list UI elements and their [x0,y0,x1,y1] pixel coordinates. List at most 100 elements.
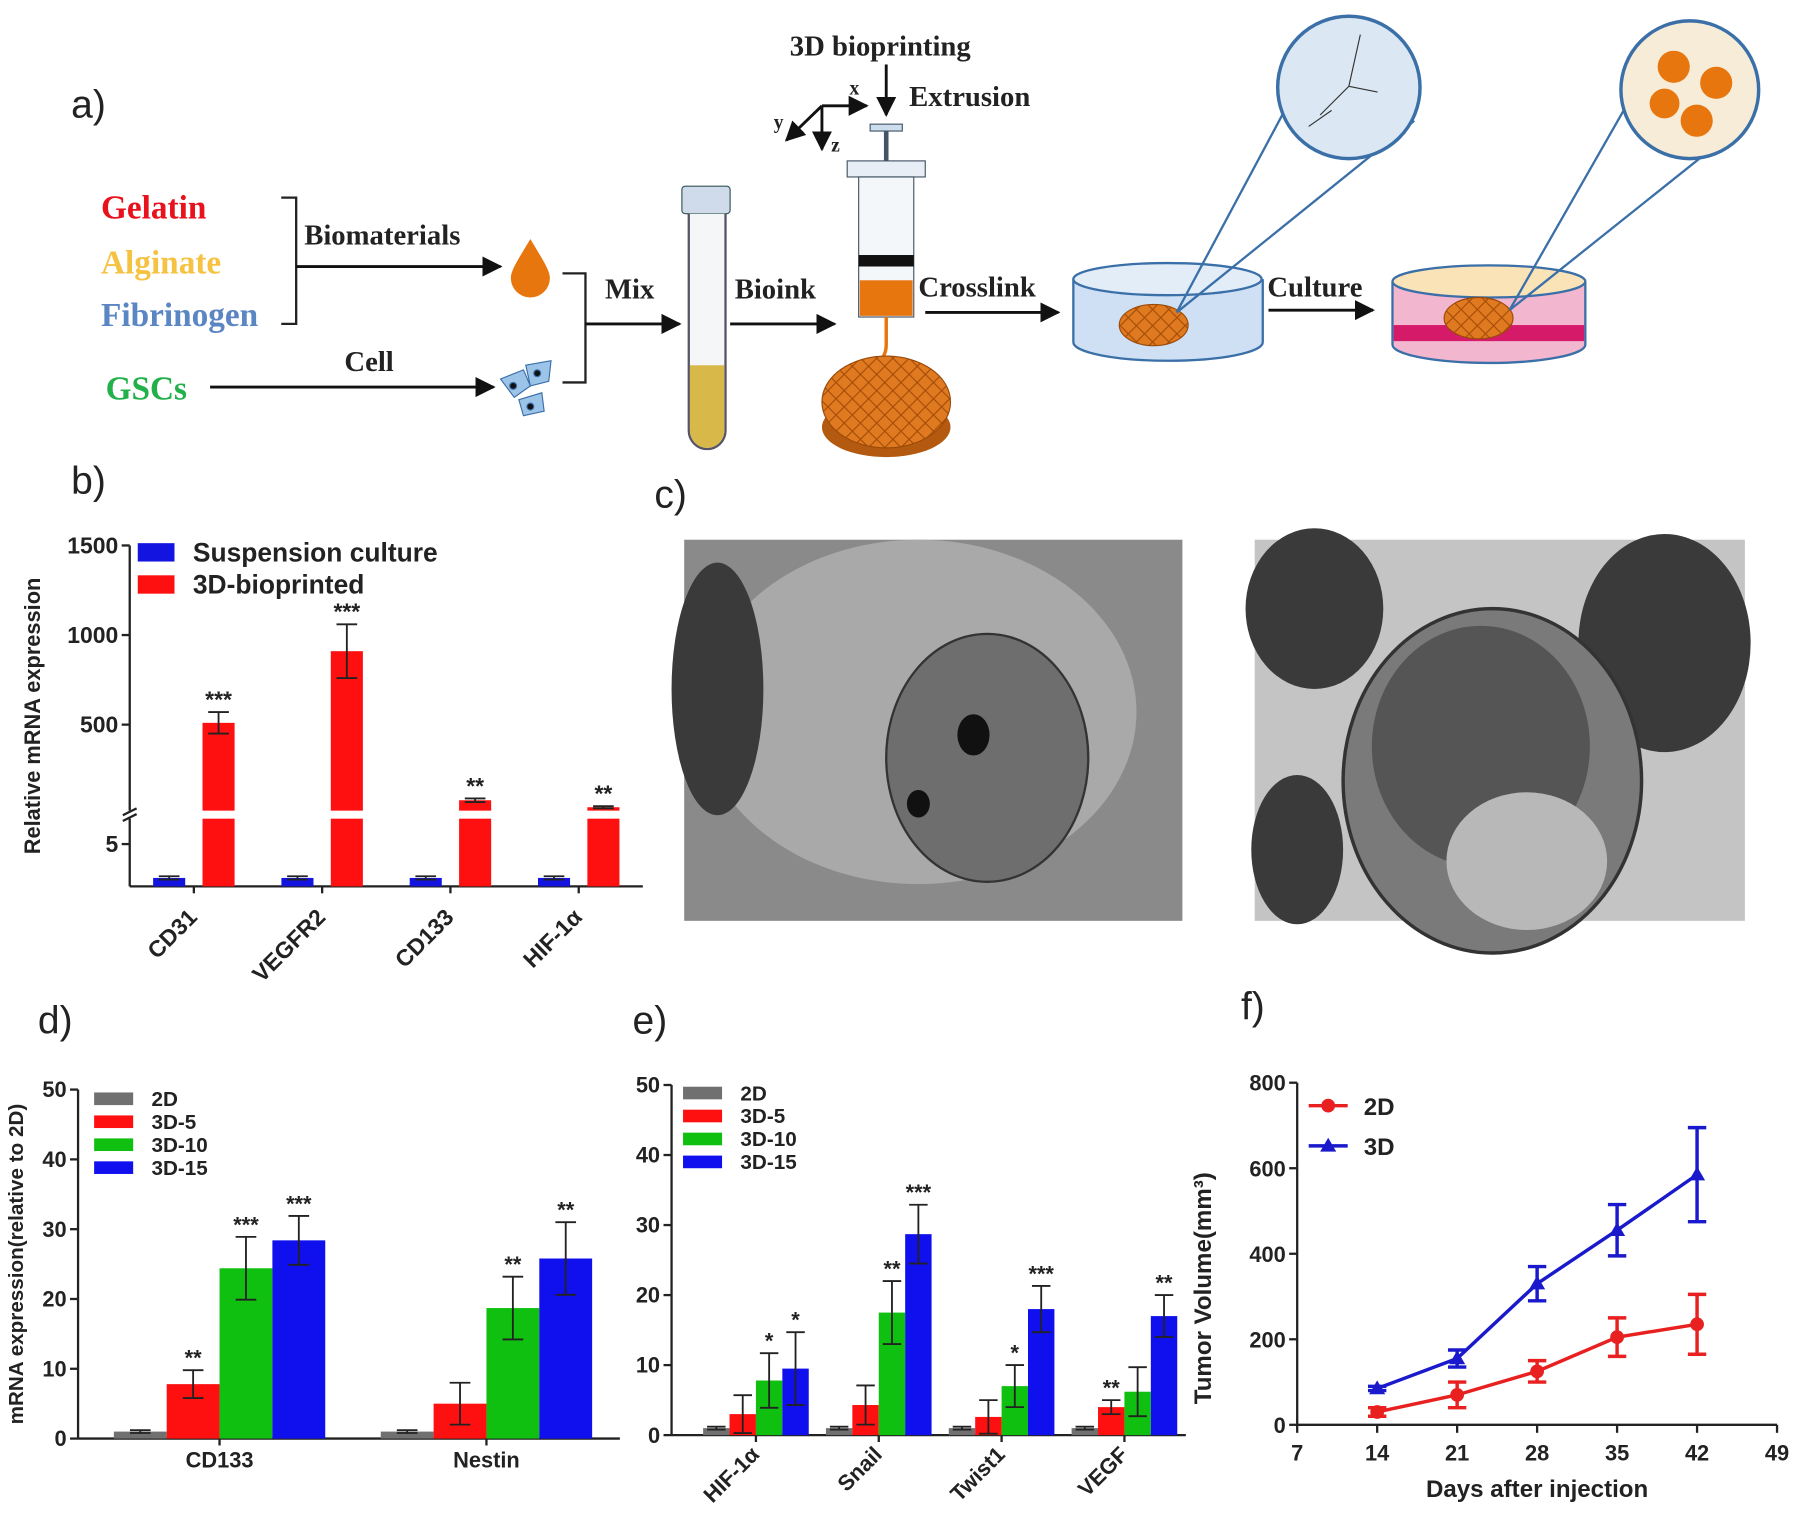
x-tick-label: 42 [1685,1440,1709,1465]
axis-letter: y [774,113,784,134]
y-tick-label: 20 [636,1283,660,1308]
y-tick-label: 40 [636,1143,660,1168]
x-tick-label: 35 [1605,1440,1629,1465]
error-bar [707,1425,726,1431]
step-label: Culture [1267,271,1362,303]
neighbor-cell [671,562,764,816]
error-bar [882,1280,902,1346]
syringe-ink [859,280,913,316]
x-tick-label: CD133 [390,904,459,973]
bar [202,818,235,887]
error-bar [829,1425,849,1431]
x-tick-label: 7 [1291,1440,1303,1465]
step-label: Bioink [735,274,816,306]
legend-swatch [94,1161,134,1174]
axis-break [122,807,138,817]
legend-label: 2D [1364,1094,1395,1121]
axis-letter: z [831,136,840,157]
y-tick-label: 5 [105,831,118,857]
marker [1529,1275,1546,1290]
y-tick-label: 30 [636,1213,660,1238]
neighbor-cell [1251,775,1344,925]
bar [1071,1428,1099,1436]
marker [1609,1222,1626,1236]
bar [113,1431,167,1439]
x-tick-label: Nestin [453,1447,520,1472]
legend-swatch [683,1132,723,1146]
error-bar [733,1394,752,1434]
error-bar [464,797,486,803]
legend-swatch [137,575,175,594]
syringe-flange [846,160,926,178]
legend-swatch [94,1115,134,1129]
axis-letter: x [849,78,859,99]
nucleolus [906,789,930,818]
step-label: Crosslink [918,271,1035,303]
cell-label: GSCs [106,371,187,408]
panel-label: e) [633,999,668,1042]
x-tick-label: 14 [1365,1440,1389,1465]
diagram: Gelatin Alginate Fibrinogen GSCs Biomate… [101,14,1761,458]
marker [1449,1350,1466,1365]
y-tick-label: 500 [80,712,118,738]
significance-label: ** [1103,1376,1120,1401]
significance-label: * [765,1329,774,1354]
error-bar [1031,1285,1051,1334]
x-axis-label: Days after injection [1426,1476,1648,1503]
vacuole [1446,792,1608,931]
legend-marker [1321,1098,1336,1113]
step-label: Cell [344,346,393,378]
error-bar [449,1381,471,1426]
error-bar [235,1235,257,1301]
y-tick-label: 1500 [67,532,118,558]
significance-label: *** [906,1180,932,1205]
error-bar [158,875,180,881]
tube-cap [681,185,731,215]
marker [1610,1330,1624,1345]
cell-clusters [1649,50,1733,137]
marker [1450,1387,1465,1402]
legend-label: 3D-10 [740,1128,796,1151]
panel-label: c) [654,474,687,517]
y-tick-label: 20 [42,1287,66,1312]
material-label: Alginate [101,244,221,281]
error-bar [759,1352,779,1409]
significance-label: *** [333,599,360,625]
y-tick-label: 10 [42,1356,66,1381]
legend-marker [1320,1137,1337,1152]
bar [905,1234,932,1436]
legend-label: 3D-10 [152,1134,208,1157]
panel-label: a) [71,83,106,126]
material-label: Gelatin [101,189,206,226]
error-bar [287,875,308,881]
y-axis-label: Tumor Volume(mm³) [1190,1172,1217,1404]
cells [499,359,552,417]
error-bar [979,1399,998,1435]
dish-rim [1072,261,1263,297]
error-bar [1005,1364,1025,1409]
x-tick-label: VEGF [1073,1442,1133,1502]
bar [703,1428,730,1436]
significance-label: ** [594,781,612,807]
error-bar [208,711,229,735]
x-tick-label: 21 [1445,1440,1469,1465]
legend-swatch [94,1138,134,1152]
panel-label: b) [71,460,106,503]
y-tick-label: 30 [42,1217,66,1242]
bar [948,1428,976,1436]
significance-label: *** [1028,1261,1054,1286]
error-bar [1128,1366,1147,1418]
bar [825,1428,853,1436]
error-bar [1101,1399,1121,1416]
error-bar [786,1331,805,1406]
y-tick-label: 0 [54,1426,66,1451]
error-bar [1154,1294,1174,1339]
droplet [510,238,550,298]
marker [1530,1364,1545,1379]
significance-label: ** [1156,1270,1173,1295]
y-tick-label: 50 [636,1073,660,1098]
significance-label: ** [557,1198,574,1223]
marker [1690,1317,1704,1332]
y-tick-label: 0 [648,1423,660,1448]
y-tick-label: 400 [1249,1242,1285,1267]
